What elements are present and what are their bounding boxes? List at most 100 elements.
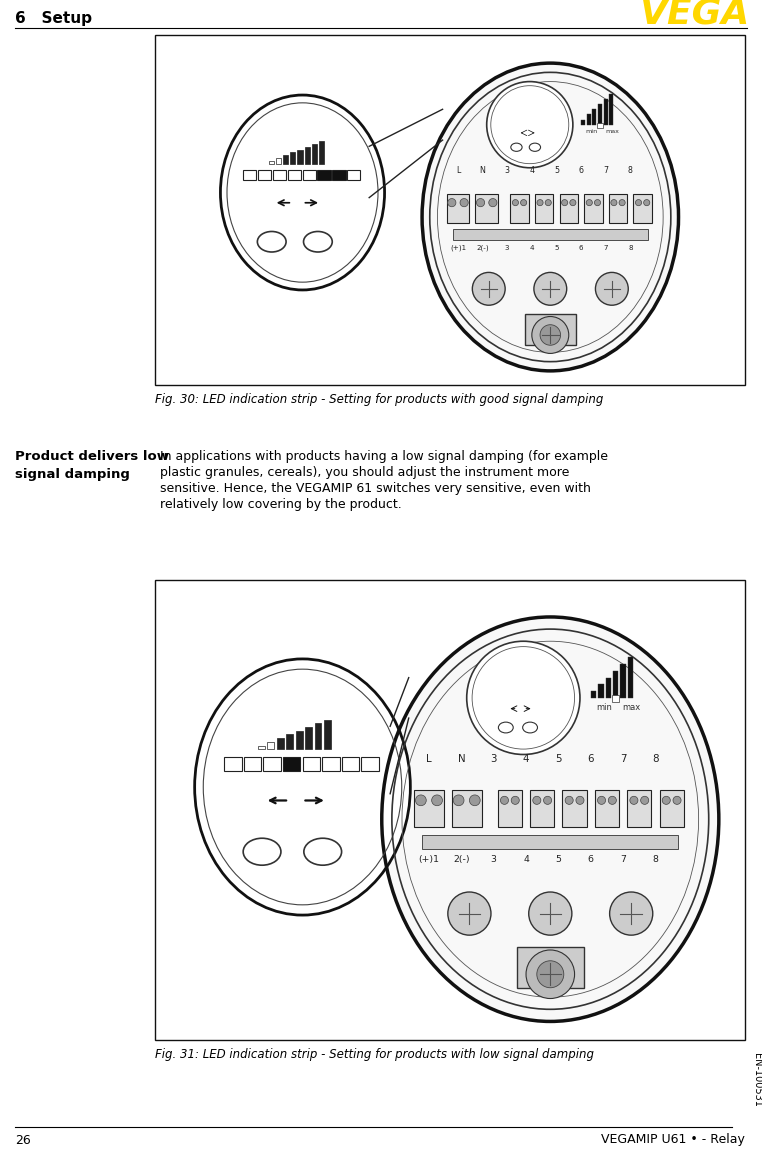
Bar <box>305 147 309 164</box>
Bar <box>290 152 296 164</box>
Bar <box>306 726 312 750</box>
Circle shape <box>476 199 485 207</box>
Bar <box>269 161 274 164</box>
Bar <box>267 742 274 750</box>
Circle shape <box>597 796 606 804</box>
Text: L: L <box>456 166 460 176</box>
Text: Fig. 30: LED indication strip - Setting for products with good signal damping: Fig. 30: LED indication strip - Setting … <box>155 393 604 407</box>
Bar <box>498 790 522 827</box>
Bar <box>501 688 504 691</box>
Bar <box>243 170 256 180</box>
Bar <box>613 671 619 698</box>
Circle shape <box>543 796 552 804</box>
Text: 6: 6 <box>579 245 584 251</box>
Bar <box>581 120 585 125</box>
Bar <box>508 685 511 691</box>
Bar <box>422 835 678 849</box>
Text: In applications with products having a low signal damping (for example: In applications with products having a l… <box>160 450 608 463</box>
Bar <box>491 694 498 700</box>
Ellipse shape <box>220 95 385 290</box>
Bar <box>511 122 517 126</box>
Circle shape <box>662 796 671 804</box>
Bar <box>258 745 264 750</box>
Bar <box>283 155 288 164</box>
Circle shape <box>534 273 567 305</box>
Text: L: L <box>426 753 432 763</box>
Text: Product delivers low: Product delivers low <box>15 450 169 463</box>
Bar <box>303 758 320 770</box>
Bar <box>505 122 511 126</box>
Circle shape <box>453 795 464 806</box>
Text: 7: 7 <box>620 753 626 763</box>
Bar <box>627 790 652 827</box>
Ellipse shape <box>194 658 411 915</box>
Circle shape <box>673 796 681 804</box>
Bar <box>591 691 596 698</box>
Text: 3: 3 <box>491 753 497 763</box>
Bar <box>303 170 315 180</box>
Bar <box>283 758 300 770</box>
Circle shape <box>641 796 648 804</box>
Bar <box>273 170 286 180</box>
Circle shape <box>611 200 617 206</box>
Circle shape <box>529 892 572 936</box>
Circle shape <box>448 199 456 207</box>
Circle shape <box>594 200 600 206</box>
Text: relatively low covering by the product.: relatively low covering by the product. <box>160 498 402 511</box>
Bar <box>296 731 303 750</box>
Text: 5: 5 <box>555 855 562 864</box>
Bar <box>520 680 523 691</box>
Bar <box>499 122 504 126</box>
Circle shape <box>460 199 468 207</box>
Bar <box>277 738 283 750</box>
Text: 5: 5 <box>554 166 559 176</box>
Bar <box>530 110 533 120</box>
Circle shape <box>576 796 584 804</box>
Text: 2(-): 2(-) <box>453 855 469 864</box>
Text: N: N <box>457 753 465 763</box>
Bar <box>540 694 547 700</box>
Text: max: max <box>605 128 619 134</box>
Text: 5: 5 <box>555 753 562 763</box>
Text: 8: 8 <box>652 855 658 864</box>
Circle shape <box>636 200 642 206</box>
Circle shape <box>501 796 508 804</box>
Bar <box>513 684 515 691</box>
Circle shape <box>644 200 650 206</box>
Bar <box>497 690 500 691</box>
Bar <box>530 122 536 126</box>
Bar <box>562 790 587 827</box>
Text: 5: 5 <box>554 245 559 251</box>
Bar <box>482 694 490 700</box>
Bar <box>361 758 379 770</box>
Bar <box>532 694 539 700</box>
Text: 4: 4 <box>530 245 534 251</box>
Bar <box>517 681 520 691</box>
Bar <box>613 695 619 702</box>
Circle shape <box>533 796 541 804</box>
Bar <box>347 170 360 180</box>
Circle shape <box>610 892 653 936</box>
Bar <box>312 144 317 164</box>
Text: 26: 26 <box>15 1133 30 1147</box>
Bar <box>584 194 603 223</box>
Bar <box>264 758 281 770</box>
Text: 7: 7 <box>620 855 626 864</box>
Text: 7: 7 <box>604 245 608 251</box>
Text: 3: 3 <box>491 855 497 864</box>
Bar <box>516 116 517 120</box>
Bar <box>475 194 498 223</box>
Text: 4: 4 <box>530 166 534 176</box>
Circle shape <box>540 325 561 345</box>
Bar <box>595 790 619 827</box>
Bar <box>297 150 303 164</box>
Circle shape <box>586 200 592 206</box>
Text: VEGA: VEGA <box>640 0 750 31</box>
Bar <box>610 94 613 125</box>
Circle shape <box>630 796 638 804</box>
Text: 8: 8 <box>652 753 658 763</box>
Text: 4: 4 <box>523 855 529 864</box>
Text: 3: 3 <box>505 245 510 251</box>
Text: sensitive. Hence, the VEGAMIP 61 switches very sensitive, even with: sensitive. Hence, the VEGAMIP 61 switche… <box>160 482 591 495</box>
Circle shape <box>562 200 568 206</box>
